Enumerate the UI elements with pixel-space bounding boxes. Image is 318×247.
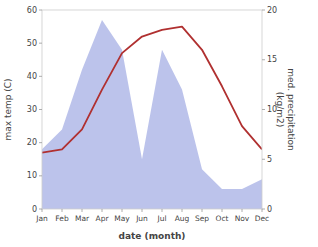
x-tick-label: Aug <box>175 214 190 223</box>
x-tick-label: Apr <box>96 214 110 223</box>
y-tick-label: 0 <box>32 205 37 214</box>
x-tick <box>42 209 43 212</box>
temperature-line <box>42 27 262 153</box>
y2-tick <box>262 10 265 11</box>
x-tick-label: Jul <box>156 214 166 223</box>
plot-area <box>42 20 262 209</box>
x-tick <box>62 209 63 212</box>
y-tick <box>39 76 42 77</box>
y-tick <box>39 209 42 210</box>
chart: 010203040506005101520JanFebMarAprMayJunJ… <box>0 0 318 247</box>
y-tick-label: 20 <box>27 138 37 147</box>
x-tick <box>182 209 183 212</box>
y-tick <box>39 10 42 11</box>
x-tick <box>222 209 223 212</box>
y-tick <box>39 175 42 176</box>
x-tick-label: May <box>114 214 130 223</box>
x-tick-label: Mar <box>75 214 90 223</box>
x-axis-label: date (month) <box>119 231 186 241</box>
x-tick-label: Nov <box>235 214 250 223</box>
y2-tick <box>262 109 265 110</box>
y2-axis-label: med. precipitation(kg/m2) <box>275 68 296 150</box>
y2-tick <box>262 209 265 210</box>
x-tick-label: Feb <box>55 214 69 223</box>
y-axis-label: max temp (C) <box>3 78 13 140</box>
x-tick <box>162 209 163 212</box>
y2-tick <box>262 59 265 60</box>
x-tick <box>202 209 203 212</box>
y-tick-label: 10 <box>27 171 37 180</box>
x-tick <box>122 209 123 212</box>
y-tick <box>39 43 42 44</box>
y-tick <box>39 142 42 143</box>
x-tick <box>82 209 83 212</box>
x-tick-label: Dec <box>255 214 270 223</box>
y-tick-label: 30 <box>27 105 37 114</box>
x-tick-label: Sep <box>195 214 209 223</box>
precipitation-area <box>42 20 262 209</box>
y2-axis-label-line: med. precipitation <box>286 68 296 150</box>
x-tick <box>242 209 243 212</box>
y-tick <box>39 109 42 110</box>
x-tick <box>102 209 103 212</box>
x-tick-label: Oct <box>216 214 229 223</box>
y2-tick-label: 15 <box>267 55 277 64</box>
background <box>0 0 318 247</box>
x-tick-label: Jan <box>35 214 48 223</box>
y2-tick-label: 20 <box>267 6 277 15</box>
y2-axis-label-line: (kg/m2) <box>275 92 285 127</box>
y-tick-label: 60 <box>27 6 37 15</box>
y2-tick-label: 5 <box>267 155 272 164</box>
x-tick <box>142 209 143 212</box>
y-tick-label: 40 <box>27 72 37 81</box>
y2-tick <box>262 159 265 160</box>
frame <box>42 10 262 209</box>
x-tick <box>262 209 263 212</box>
y-tick-label: 50 <box>27 39 37 48</box>
x-tick-label: Jun <box>135 214 148 223</box>
y2-tick-label: 0 <box>267 205 272 214</box>
